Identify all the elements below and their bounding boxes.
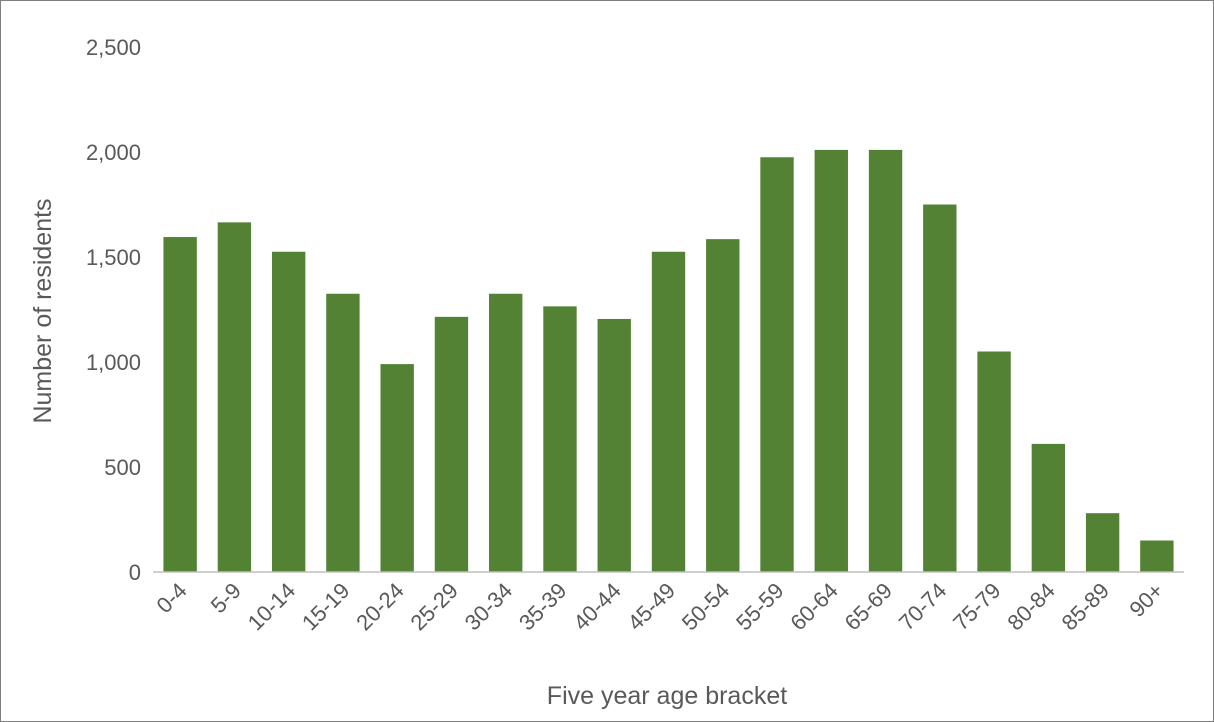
x-axis-title: Five year age bracket [547, 682, 787, 710]
x-tick-label: 40-44 [568, 578, 625, 635]
y-tick-label: 0 [129, 560, 141, 585]
x-tick-label: 15-19 [297, 578, 354, 635]
bars [163, 149, 1174, 573]
x-axis-ticks: 0-4 5-910-1415-1920-2425-2930-3435-3940-4… [152, 578, 1169, 635]
y-tick-label: 1,000 [86, 350, 141, 375]
bar [489, 293, 523, 572]
y-tick-label: 500 [104, 455, 141, 480]
x-tick-label: 10-14 [243, 578, 300, 635]
y-tick-label: 1,500 [86, 245, 141, 270]
y-tick-label: 2,500 [86, 35, 141, 60]
x-tick-label: 85-89 [1057, 578, 1114, 635]
bar [163, 237, 197, 573]
x-tick-label: 30-34 [460, 578, 517, 635]
y-axis-ticks: 0 500 1,000 1,500 2,000 2,500 [86, 35, 141, 585]
x-tick-label: 80-84 [1002, 578, 1059, 635]
bar [1140, 540, 1174, 572]
bar [326, 293, 360, 572]
bar [597, 318, 631, 572]
bar [217, 222, 252, 572]
bar [923, 204, 957, 572]
bar [1085, 513, 1120, 572]
x-tick-label: 25-29 [406, 578, 463, 635]
x-tick-label: 45-49 [623, 578, 680, 635]
bar [651, 251, 686, 572]
bar [868, 149, 903, 572]
x-tick-label: 65-69 [840, 578, 897, 635]
bar [271, 251, 306, 572]
x-tick-label: 55-59 [731, 578, 788, 635]
y-tick-label: 2,000 [86, 140, 141, 165]
x-tick-label: 20-24 [351, 578, 408, 635]
x-tick-label: 0-4 [152, 578, 192, 618]
x-tick-label: 90+ [1124, 578, 1168, 622]
bar [814, 149, 848, 572]
bar [706, 239, 740, 572]
x-tick-label: 35-39 [514, 578, 571, 635]
bar [380, 364, 414, 572]
x-tick-label: 5-9 [206, 578, 246, 618]
x-tick-label: 75-79 [948, 578, 1005, 635]
x-tick-label: 60-64 [785, 578, 842, 635]
bar [543, 306, 577, 572]
y-axis-title: Number of residents [29, 198, 57, 423]
bar [1031, 443, 1066, 572]
x-tick-label: 50-54 [677, 578, 734, 635]
bar [760, 157, 794, 572]
x-tick-label: 70-74 [894, 578, 951, 635]
bar [977, 351, 1011, 572]
bar [434, 316, 469, 572]
